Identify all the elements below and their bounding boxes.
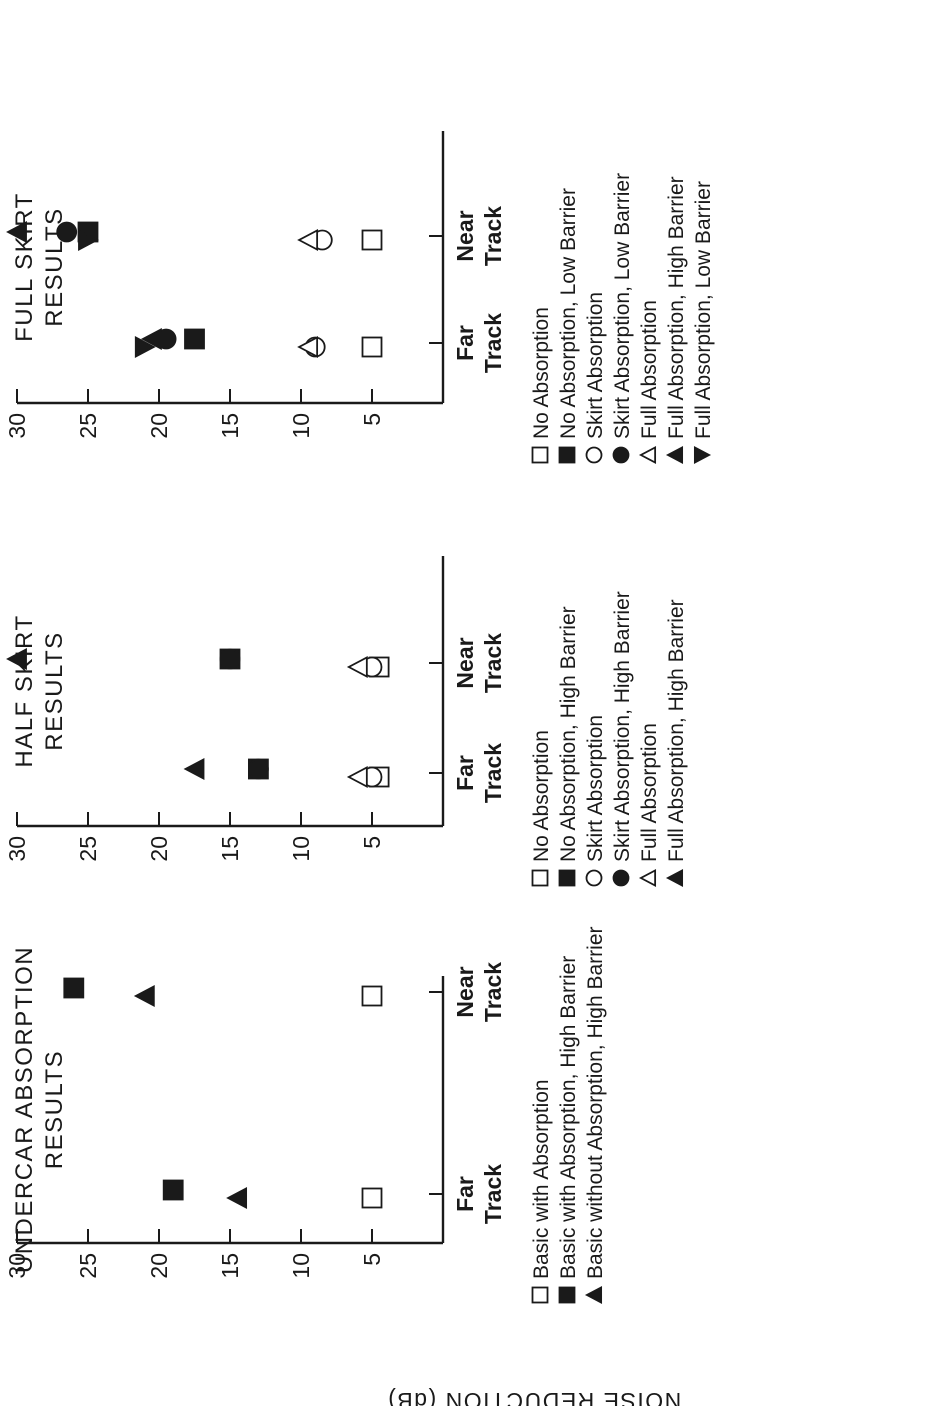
y-tick-label: 20 bbox=[146, 836, 172, 862]
data-point bbox=[6, 648, 27, 670]
legend-marker bbox=[638, 869, 657, 887]
legend-entry: Basic without Absorption, High Barrier bbox=[584, 926, 607, 1279]
x-tick-label: Track bbox=[480, 313, 506, 373]
legend-entry: No Absorption bbox=[530, 307, 553, 439]
x-tick-label: Far bbox=[452, 325, 478, 361]
legend-marker bbox=[638, 446, 657, 464]
data-point bbox=[346, 766, 368, 788]
legend-entry: Full Absorption bbox=[638, 300, 661, 439]
legend-marker bbox=[558, 1286, 576, 1304]
legend-marker bbox=[585, 869, 603, 887]
data-point bbox=[219, 648, 241, 670]
legend-marker bbox=[612, 446, 630, 464]
data-point bbox=[140, 328, 162, 350]
panel-1: UNDERCAR ABSORPTION RESULTS 5 10 15 20 25 30 Far… bbox=[4, 926, 607, 1304]
legend-entry: Full Absorption, High Barrier bbox=[665, 599, 688, 862]
y-tick-label: 15 bbox=[217, 1253, 243, 1279]
legend-entry: No Absorption, High Barrier bbox=[557, 606, 580, 862]
x-tick-label: Track bbox=[480, 962, 506, 1022]
y-tick-label: 10 bbox=[288, 836, 314, 862]
y-tick-label: 10 bbox=[288, 1253, 314, 1279]
y-tick-label: 15 bbox=[217, 836, 243, 862]
legend-entry: Skirt Absorption bbox=[584, 715, 607, 862]
x-tick-label: Track bbox=[480, 743, 506, 803]
legend-marker bbox=[531, 869, 549, 887]
x-tick-label: Track bbox=[480, 633, 506, 693]
data-point bbox=[63, 977, 85, 999]
legend-entry: Full Absorption, High Barrier bbox=[665, 176, 688, 439]
x-tick-label: Track bbox=[480, 206, 506, 266]
legend-entry: Full Absorption, Low Barrier bbox=[692, 181, 715, 439]
data-point bbox=[297, 229, 319, 251]
data-point bbox=[297, 336, 319, 358]
legend-entry: No Absorption, Low Barrier bbox=[557, 188, 580, 439]
legend-entry: No Absorption bbox=[530, 730, 553, 862]
legend-marker bbox=[531, 446, 549, 464]
data-point bbox=[346, 656, 368, 678]
data-point bbox=[361, 229, 383, 251]
y-tick-label: 20 bbox=[146, 413, 172, 439]
legend-marker bbox=[558, 869, 576, 887]
legend-marker bbox=[665, 869, 684, 887]
y-tick-label: 25 bbox=[75, 836, 101, 862]
y-tick-label: 25 bbox=[75, 1253, 101, 1279]
legend-marker bbox=[584, 1286, 603, 1304]
y-axis-label: NOISE REDUCTION (dB) bbox=[387, 1388, 682, 1406]
data-point bbox=[134, 336, 156, 358]
data-point bbox=[247, 758, 269, 780]
data-point bbox=[361, 985, 383, 1007]
data-point bbox=[78, 229, 99, 251]
data-point bbox=[184, 328, 205, 350]
legend-marker bbox=[558, 446, 576, 464]
y-tick-label: 30 bbox=[4, 1253, 30, 1279]
legend-entry: Basic with Absorption bbox=[530, 1079, 553, 1279]
data-point bbox=[361, 1187, 383, 1209]
panel-title-line: RESULTS bbox=[41, 631, 68, 750]
y-tick-label: 30 bbox=[4, 413, 30, 439]
data-point bbox=[162, 1179, 184, 1201]
x-tick-label: Near bbox=[452, 966, 478, 1017]
y-tick-label: 25 bbox=[75, 413, 101, 439]
y-tick-label: 5 bbox=[359, 836, 385, 849]
legend-marker bbox=[585, 446, 603, 464]
legend-marker bbox=[612, 869, 630, 887]
legend-entry: Skirt Absorption, High Barrier bbox=[611, 591, 634, 862]
panel-title-line: UNDERCAR ABSORPTION bbox=[11, 946, 38, 1273]
data-point bbox=[133, 985, 155, 1007]
legend-entry: Basic with Absorption, High Barrier bbox=[557, 956, 580, 1279]
panel-title-line: RESULTS bbox=[41, 1050, 68, 1169]
x-tick-label: Far bbox=[452, 755, 478, 791]
legend-entry: Skirt Absorption bbox=[584, 292, 607, 439]
data-point bbox=[226, 1187, 248, 1209]
data-point bbox=[56, 221, 78, 243]
x-tick-label: Near bbox=[452, 210, 478, 261]
y-tick-label: 10 bbox=[288, 413, 314, 439]
data-point bbox=[361, 336, 383, 358]
legend-marker bbox=[665, 446, 684, 464]
legend-entry: Skirt Absorption, Low Barrier bbox=[611, 173, 634, 439]
x-tick-label: Track bbox=[480, 1164, 506, 1224]
y-tick-label: 5 bbox=[359, 413, 385, 426]
x-tick-label: Far bbox=[452, 1176, 478, 1212]
legend-marker bbox=[693, 446, 712, 464]
y-tick-label: 15 bbox=[217, 413, 243, 439]
y-tick-label: 30 bbox=[4, 836, 30, 862]
legend-marker bbox=[531, 1286, 549, 1304]
y-tick-label: 5 bbox=[359, 1253, 385, 1266]
y-tick-label: 20 bbox=[146, 1253, 172, 1279]
legend-entry: Full Absorption bbox=[638, 723, 661, 862]
data-point bbox=[6, 221, 27, 243]
panel-title-line: FULL SKIRT bbox=[11, 192, 38, 342]
x-tick-label: Near bbox=[452, 637, 478, 688]
data-point bbox=[183, 758, 205, 780]
panel-title-line: HALF SKIRT bbox=[11, 614, 38, 767]
